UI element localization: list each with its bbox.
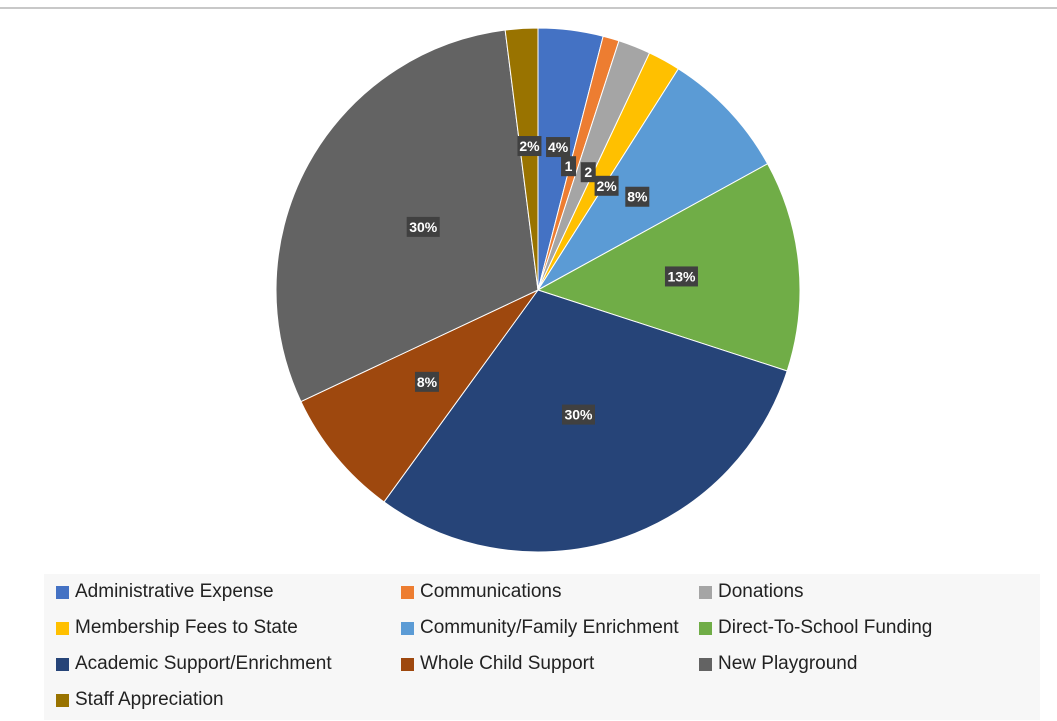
slice-data-label: 13% <box>664 266 698 287</box>
legend-swatch <box>699 585 712 599</box>
legend-swatch <box>56 621 69 635</box>
legend-swatch <box>401 657 414 671</box>
pie-slice-community-family-enrichment <box>537 68 769 291</box>
legend-swatch <box>699 621 712 635</box>
legend-item: Administrative Expense <box>56 580 274 604</box>
legend-item: Whole Child Support <box>401 652 594 676</box>
legend-label: Whole Child Support <box>420 653 595 674</box>
legend-swatch <box>56 657 69 671</box>
legend-item: Direct-To-School Funding <box>699 616 932 640</box>
top-divider <box>0 7 1057 9</box>
legend-label: Staff Appreciation <box>75 689 224 710</box>
slice-data-label: 8% <box>414 371 439 392</box>
legend-label: Community/Family Enrichment <box>420 617 679 638</box>
slice-data-label: 30% <box>406 216 440 237</box>
legend-swatch <box>401 621 414 635</box>
svg-text:30%: 30% <box>409 219 438 235</box>
legend-item: Membership Fees to State <box>56 616 298 640</box>
svg-text:1: 1 <box>565 158 573 174</box>
legend-label: Administrative Expense <box>75 581 274 602</box>
legend-swatch <box>56 585 69 599</box>
pie-slice-staff-appreciation <box>504 27 539 291</box>
legend-item: Community/Family Enrichment <box>401 616 679 640</box>
legend-swatch <box>401 585 414 599</box>
pie-chart: 4%1 22%8%13%30%8%30%2% <box>275 27 801 553</box>
slice-data-label: 8% <box>625 186 650 207</box>
legend-swatch <box>699 657 712 671</box>
legend-swatch <box>56 693 69 707</box>
slice-data-label: 1 <box>561 156 577 177</box>
legend-label: Donations <box>718 581 804 602</box>
legend-label: Academic Support/Enrichment <box>75 653 332 674</box>
slice-data-label: 4% <box>546 137 571 158</box>
legend-label: New Playground <box>718 653 858 674</box>
legend-label: Direct-To-School Funding <box>718 617 933 638</box>
slice-data-label: 2 <box>580 162 596 183</box>
svg-text:2%: 2% <box>596 178 617 194</box>
slice-data-label: 30% <box>561 404 595 425</box>
svg-text:2: 2 <box>584 164 592 180</box>
svg-text:2%: 2% <box>519 138 540 154</box>
legend-item: New Playground <box>699 652 857 676</box>
svg-text:8%: 8% <box>417 374 438 390</box>
pie-slice-new-playground <box>275 29 539 403</box>
svg-text:4%: 4% <box>548 139 569 155</box>
legend-item: Staff Appreciation <box>56 688 224 712</box>
svg-text:8%: 8% <box>627 189 648 205</box>
svg-text:30%: 30% <box>564 407 593 423</box>
chart-legend: Administrative Expense Communications Dona… <box>44 574 1040 720</box>
legend-label: Membership Fees to State <box>75 617 298 638</box>
legend-item: Communications <box>401 580 562 604</box>
pie-slice-whole-child-support <box>300 289 539 503</box>
legend-item: Donations <box>699 580 804 604</box>
svg-text:13%: 13% <box>667 268 696 284</box>
legend-item: Academic Support/Enrichment <box>56 652 332 676</box>
slice-data-label: 2% <box>517 136 542 157</box>
slice-data-label: 2% <box>594 175 619 196</box>
legend-label: Communications <box>420 581 562 602</box>
